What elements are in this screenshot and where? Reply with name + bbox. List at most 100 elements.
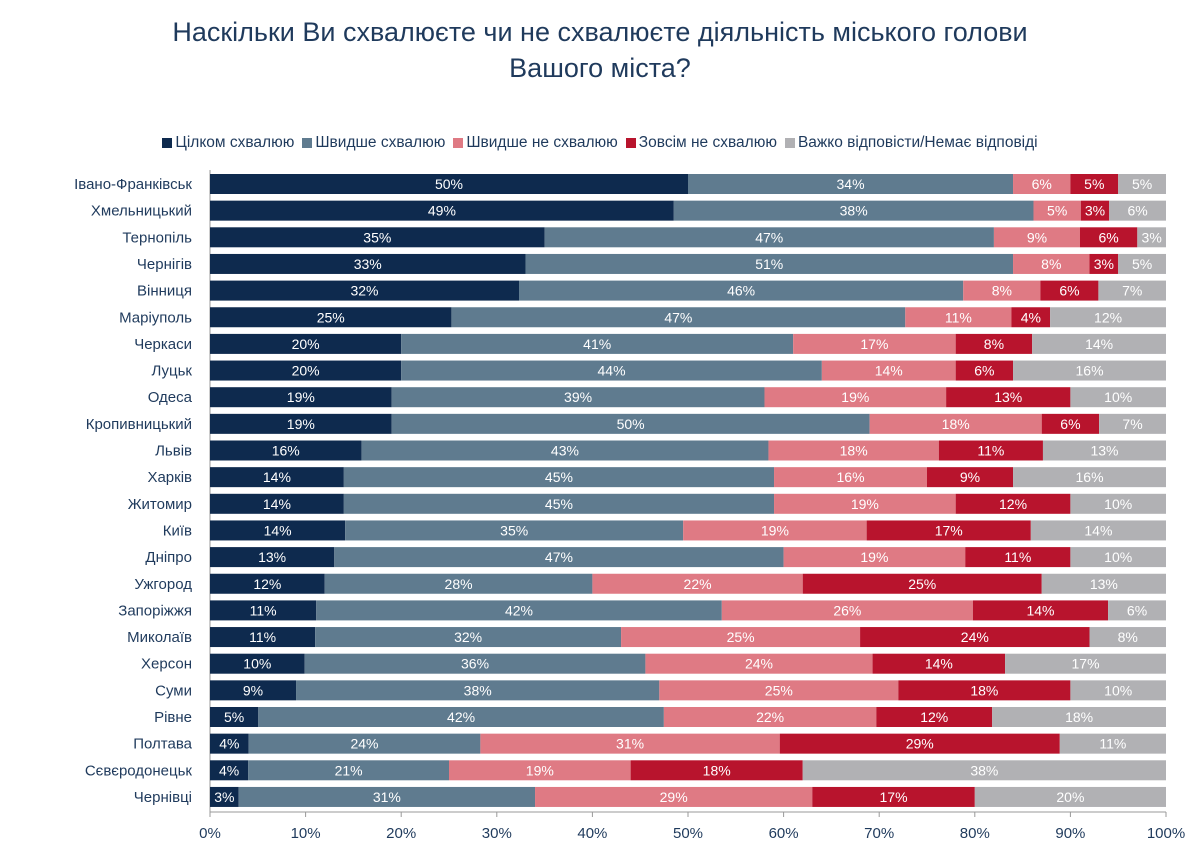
bar-segment [793,333,956,354]
bar-segment [1059,733,1166,754]
data-label: 11% [1099,736,1126,752]
bar-segment [1013,174,1071,194]
x-tick-label: 0% [199,825,221,842]
data-label: 34% [837,176,865,192]
data-label: 7% [1122,416,1142,432]
data-label: 24% [350,736,378,752]
data-label: 5% [1084,176,1104,192]
bar-segment [812,786,975,807]
x-tick-label: 100% [1147,825,1185,842]
legend-swatch [162,138,173,148]
data-label: 45% [545,469,573,485]
bar-segment [768,440,939,461]
x-tick-label: 60% [769,825,799,842]
category-label: Київ [163,522,192,539]
bar-segment [592,573,803,594]
bar-segment [480,733,780,754]
data-label: 24% [961,629,989,645]
bar-segment [898,680,1071,701]
bar-segment [860,627,1090,648]
x-tick-label: 10% [291,825,321,842]
data-label: 4% [219,762,239,778]
bar-segment [645,653,873,674]
bar-segment [663,707,877,727]
bar-segment [343,467,775,488]
bar-segment [210,413,392,434]
bar-segment [1089,253,1119,274]
bar-segment [1041,573,1166,594]
data-label: 18% [1065,709,1093,725]
data-label: 14% [1084,522,1112,538]
data-label: 38% [464,682,492,698]
bar-segment [993,227,1080,248]
chart-title: Наскільки Ви схвалюєте чи не схвалюєте д… [0,14,1200,86]
bar-segment [876,707,993,727]
bar-segment [1070,547,1166,568]
category-label: Маріуполь [119,309,192,326]
bar-segment [783,547,966,568]
bar-segment [955,333,1033,354]
bar-segment [1118,253,1166,274]
bar-segment [258,707,664,727]
category-label: Одеса [148,389,193,406]
category-label: Житомир [128,496,192,513]
data-label: 11% [250,602,277,618]
bar-segment [210,733,249,754]
category-label: Рівне [154,709,192,726]
data-label: 14% [875,363,903,379]
bar-segment [210,227,545,248]
data-label: 13% [1090,576,1118,592]
bar-segment [955,360,1014,381]
legend-label: Цілком схвалюю [175,134,295,151]
bar-segment [802,760,1166,781]
data-label: 13% [258,549,286,565]
data-label: 25% [317,309,345,325]
bar-segment [821,360,956,381]
legend-item: Важко відповісти/Немає відповіді [784,134,1038,152]
bar-segment [525,253,1014,274]
data-label: 50% [617,416,645,432]
data-label: 11% [977,443,1004,459]
legend-item: Цілком схвалюю [162,134,294,152]
bar-segment [535,786,813,807]
data-label: 9% [243,682,263,698]
data-label: 25% [727,629,755,645]
data-label: 9% [1027,229,1047,245]
x-tick-label: 40% [577,825,607,842]
data-label: 19% [841,389,869,405]
bar-segment [1099,413,1166,434]
bar-segment [391,413,870,434]
legend-swatch [784,138,795,148]
data-label: 18% [840,443,868,459]
bar-segment [210,520,346,541]
bar-segment [866,520,1031,541]
category-label: Луцьк [152,363,193,380]
data-label: 18% [703,762,731,778]
category-label: Вінниця [137,283,192,300]
bar-segment [210,174,688,194]
bar-segment [1109,200,1166,221]
data-label: 8% [992,283,1012,299]
data-label: 8% [984,336,1004,352]
data-label: 42% [505,602,533,618]
bar-segment [764,387,947,408]
bar-segment [210,253,526,274]
bar-segment [451,307,906,328]
data-label: 38% [970,762,998,778]
legend-item: Швидше схвалюю [302,134,445,152]
data-label: 16% [1076,469,1104,485]
data-label: 47% [545,549,573,565]
bar-segment [210,440,362,461]
data-label: 16% [1076,363,1104,379]
data-label: 17% [880,789,908,805]
data-label: 6% [1059,283,1079,299]
data-label: 12% [1094,309,1122,325]
data-label: 10% [1104,549,1132,565]
bar-segment [621,627,861,648]
category-label: Харків [147,469,192,486]
x-tick-label: 20% [386,825,416,842]
bar-segment [1070,174,1119,194]
data-label: 25% [765,682,793,698]
bar-segment [872,653,1006,674]
bar-segment [1050,307,1166,328]
